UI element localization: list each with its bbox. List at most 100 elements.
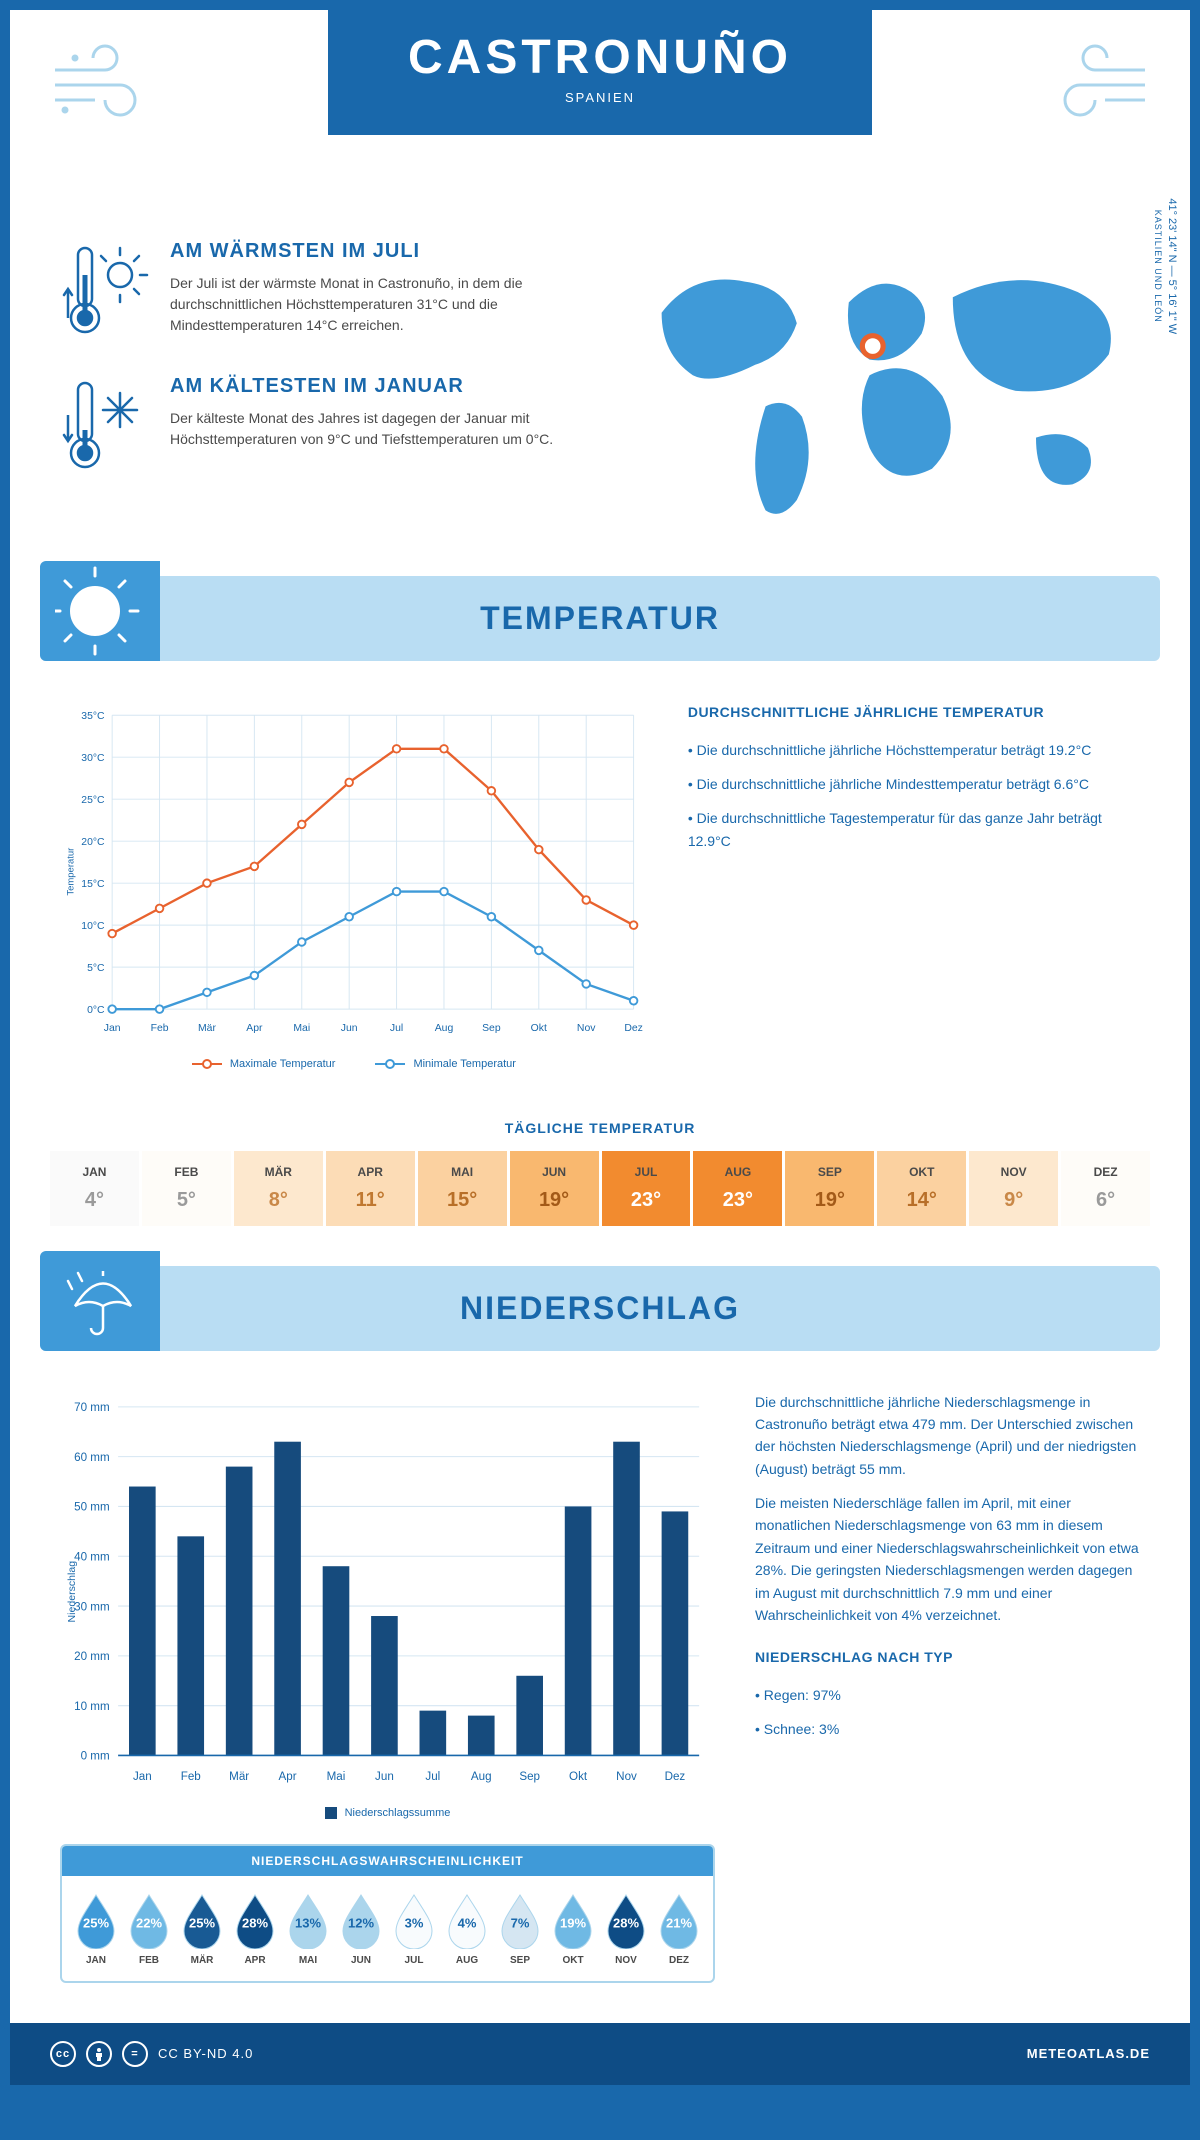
svg-text:Mär: Mär (229, 1769, 249, 1782)
svg-text:Dez: Dez (624, 1023, 643, 1034)
precip-p2: Die meisten Niederschläge fallen im Apri… (755, 1492, 1140, 1626)
temp-cell: MÄR8° (234, 1151, 323, 1226)
temp-cell: JAN4° (50, 1151, 139, 1226)
daily-temp-strip: JAN4°FEB5°MÄR8°APR11°MAI15°JUN19°JUL23°A… (10, 1151, 1190, 1266)
temp-cell: MAI15° (418, 1151, 507, 1226)
prob-cell: 21%DEZ (655, 1891, 703, 1966)
warmest-text: Der Juli ist der wärmste Monat in Castro… (170, 273, 580, 336)
svg-text:Dez: Dez (665, 1769, 686, 1782)
svg-text:Apr: Apr (279, 1769, 297, 1782)
svg-text:Jun: Jun (341, 1023, 358, 1034)
prob-title: NIEDERSCHLAGSWAHRSCHEINLICHKEIT (62, 1846, 713, 1876)
temperature-line-chart: 0°C5°C10°C15°C20°C25°C30°C35°CJanFebMärA… (60, 701, 648, 1042)
header: CASTRONUÑO SPANIEN (10, 10, 1190, 210)
svg-text:Feb: Feb (151, 1023, 169, 1034)
coldest-text: Der kälteste Monat des Jahres ist dagege… (170, 408, 580, 450)
precip-type-bullets: • Regen: 97%• Schnee: 3% (755, 1684, 1140, 1741)
svg-text:Apr: Apr (246, 1023, 263, 1034)
warmest-title: AM WÄRMSTEN IM JULI (170, 240, 580, 263)
svg-text:20 mm: 20 mm (74, 1650, 109, 1663)
prob-cell: 3%JUL (390, 1891, 438, 1966)
cc-icon: cc (50, 2041, 76, 2067)
svg-text:Aug: Aug (471, 1769, 492, 1782)
svg-text:Temperatur: Temperatur (65, 848, 76, 896)
temp-cell: JUL23° (602, 1151, 691, 1226)
world-map: 41° 23' 14" N — 5° 16' 1" W KASTILIEN UN… (620, 240, 1140, 536)
svg-text:Jan: Jan (104, 1023, 121, 1034)
prob-cell: 28%APR (231, 1891, 279, 1966)
temp-cell: APR11° (326, 1151, 415, 1226)
site-name: METEOATLAS.DE (1027, 2046, 1150, 2061)
by-icon (86, 2041, 112, 2067)
title-ribbon: CASTRONUÑO SPANIEN (328, 10, 872, 135)
prob-strip: 25%JAN22%FEB25%MÄR28%APR13%MAI12%JUN3%JU… (62, 1876, 713, 1981)
svg-text:5°C: 5°C (87, 963, 105, 974)
country-subtitle: SPANIEN (408, 90, 792, 105)
prob-cell: 22%FEB (125, 1891, 173, 1966)
temp-cell: FEB5° (142, 1151, 231, 1226)
prob-cell: 12%JUN (337, 1891, 385, 1966)
precip-legend: Niederschlagssumme (60, 1807, 715, 1819)
daily-temp-title: TÄGLICHE TEMPERATUR (10, 1120, 1190, 1136)
coldest-title: AM KÄLTESTEN IM JANUAR (170, 375, 580, 398)
svg-text:Mai: Mai (327, 1769, 346, 1782)
svg-text:Jun: Jun (375, 1769, 394, 1782)
svg-text:50 mm: 50 mm (74, 1500, 109, 1513)
svg-text:Mär: Mär (198, 1023, 216, 1034)
svg-text:0°C: 0°C (87, 1005, 105, 1016)
city-title: CASTRONUÑO (408, 30, 792, 85)
temperature-title: TEMPERATUR (480, 600, 720, 637)
infographic-page: CASTRONUÑO SPANIEN (10, 10, 1190, 2085)
svg-text:Sep: Sep (519, 1769, 540, 1782)
precip-section-bar: NIEDERSCHLAG (40, 1266, 1160, 1351)
svg-text:40 mm: 40 mm (74, 1550, 109, 1563)
svg-text:Sep: Sep (482, 1023, 501, 1034)
svg-text:Jan: Jan (133, 1769, 152, 1782)
temp-side-title: DURCHSCHNITTLICHE JÄHRLICHE TEMPERATUR (688, 701, 1140, 723)
svg-text:30°C: 30°C (81, 753, 105, 764)
temperature-chart-row: 0°C5°C10°C15°C20°C25°C30°C35°CJanFebMärA… (10, 661, 1190, 1089)
svg-text:70 mm: 70 mm (74, 1401, 109, 1414)
prob-cell: 13%MAI (284, 1891, 332, 1966)
thermometer-snow-icon (60, 375, 150, 480)
temp-cell: JUN19° (510, 1151, 599, 1226)
svg-text:Feb: Feb (181, 1769, 201, 1782)
svg-text:Mai: Mai (293, 1023, 310, 1034)
precip-p1: Die durchschnittliche jährliche Niedersc… (755, 1391, 1140, 1481)
prob-cell: 28%NOV (602, 1891, 650, 1966)
precip-prob-panel: NIEDERSCHLAGSWAHRSCHEINLICHKEIT 25%JAN22… (60, 1844, 715, 1983)
license: cc = CC BY-ND 4.0 (50, 2041, 253, 2067)
temp-cell: SEP19° (785, 1151, 874, 1226)
wind-icon (1040, 40, 1150, 125)
prob-cell: 19%OKT (549, 1891, 597, 1966)
svg-text:0 mm: 0 mm (81, 1749, 110, 1762)
svg-text:Nov: Nov (577, 1023, 596, 1034)
svg-text:Nov: Nov (616, 1769, 637, 1782)
precip-row: 0 mm 10 mm 20 mm 30 mm 40 mm 50 mm 60 mm 70 mm N… (10, 1351, 1190, 1993)
precip-bar-chart: 0 mm 10 mm 20 mm 30 mm 40 mm 50 mm 60 mm 70 mm N… (60, 1391, 715, 1792)
nd-icon: = (122, 2041, 148, 2067)
svg-text:Jul: Jul (425, 1769, 440, 1782)
svg-text:30 mm: 30 mm (74, 1600, 109, 1613)
sun-icon (40, 561, 160, 661)
prob-cell: 25%JAN (72, 1891, 120, 1966)
svg-text:60 mm: 60 mm (74, 1450, 109, 1463)
temp-cell: NOV9° (969, 1151, 1058, 1226)
wind-icon (50, 40, 160, 125)
prob-cell: 25%MÄR (178, 1891, 226, 1966)
svg-text:Jul: Jul (390, 1023, 403, 1034)
svg-text:15°C: 15°C (81, 879, 105, 890)
svg-text:10 mm: 10 mm (74, 1699, 109, 1712)
intro-section: AM WÄRMSTEN IM JULI Der Juli ist der wär… (10, 210, 1190, 576)
temp-bullets: • Die durchschnittliche jährliche Höchst… (688, 739, 1140, 853)
svg-text:20°C: 20°C (81, 837, 105, 848)
coordinates: 41° 23' 14" N — 5° 16' 1" W KASTILIEN UN… (1151, 198, 1179, 334)
svg-text:Niederschlag: Niederschlag (66, 1560, 78, 1622)
svg-text:Aug: Aug (435, 1023, 454, 1034)
temp-cell: OKT14° (877, 1151, 966, 1226)
temp-cell: AUG23° (693, 1151, 782, 1226)
svg-text:25°C: 25°C (81, 795, 105, 806)
svg-text:Okt: Okt (569, 1769, 588, 1782)
prob-cell: 7%SEP (496, 1891, 544, 1966)
coldest-fact: AM KÄLTESTEN IM JANUAR Der kälteste Mona… (60, 375, 580, 480)
